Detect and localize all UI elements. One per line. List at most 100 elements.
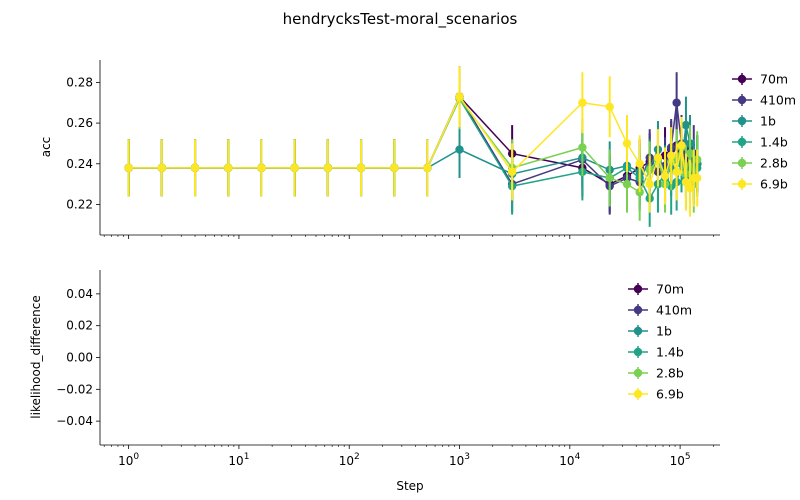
acc-y-tick-label: 0.24 (66, 157, 93, 171)
legend-label: 6.9b (760, 177, 788, 192)
legend-label: 410m (760, 93, 796, 108)
data-point (672, 167, 681, 177)
legend-label: 1b (656, 324, 672, 339)
data-point (124, 163, 133, 173)
likelihood-y-tick-label: 0.04 (66, 287, 93, 301)
likelihood-legend-item: 2.8b (628, 366, 684, 381)
series-2.8b (124, 68, 702, 221)
legend-marker (737, 116, 747, 126)
series-70m (124, 66, 702, 213)
data-point (677, 141, 686, 150)
x-tick-label: 102 (339, 452, 360, 468)
acc-x-ticks (103, 235, 714, 239)
data-point (622, 139, 632, 148)
data-point (685, 149, 695, 158)
x-tick-label: 104 (559, 452, 580, 468)
data-point (645, 179, 654, 189)
acc-y-tick-label: 0.22 (66, 197, 93, 211)
legend-label: 1.4b (760, 135, 788, 150)
data-point (605, 173, 614, 183)
data-point (660, 171, 670, 181)
series-line (128, 95, 698, 190)
likelihood-panel: −0.04−0.020.000.020.04 100 101 102 103 104 10… (29, 270, 720, 493)
legend-marker (737, 137, 747, 147)
legend-label: 70m (760, 72, 788, 87)
likelihood-x-ticks: 100 101 102 103 104 105 (103, 445, 714, 468)
acc-legend-item: 1b (732, 114, 776, 129)
data-point (507, 167, 517, 177)
legend-marker (633, 326, 643, 336)
legend-label: 1.4b (656, 345, 684, 360)
x-axis-label: Step (396, 479, 423, 493)
data-point (685, 183, 695, 193)
acc-legend-item: 6.9b (732, 177, 788, 192)
data-point (578, 143, 587, 152)
x-tick-label: 103 (449, 452, 470, 468)
data-point (681, 177, 691, 187)
acc-series-group (124, 66, 702, 227)
data-point (390, 163, 399, 173)
acc-legend-item: 2.8b (732, 156, 788, 171)
legend-marker (633, 368, 643, 378)
acc-y-tick-label: 0.28 (66, 75, 93, 89)
data-point (622, 179, 632, 189)
acc-y-tick-label: 0.26 (66, 116, 93, 130)
data-point (356, 163, 366, 173)
data-point (578, 98, 587, 107)
x-tick-label: 101 (228, 452, 249, 468)
x-tick-label: 105 (670, 452, 691, 468)
likelihood-legend-item: 1b (628, 324, 672, 339)
x-tick-label: 100 (118, 452, 139, 468)
acc-legend-item: 410m (732, 93, 796, 108)
figure-title: hendrycksTest-moral_scenarios (283, 10, 518, 29)
legend-marker (633, 347, 643, 357)
series-1b (124, 96, 702, 207)
data-point (666, 151, 676, 160)
likelihood-legend-item: 410m (628, 303, 692, 318)
acc-y-ticks: 0.22 0.24 0.26 0.28 (66, 75, 100, 211)
acc-legend-item: 1.4b (732, 135, 788, 150)
data-point (693, 173, 702, 183)
legend-label: 1b (760, 114, 776, 129)
series-410m (124, 66, 702, 215)
legend-label: 2.8b (656, 366, 684, 381)
acc-legend-item: 70m (732, 72, 788, 87)
legend-label: 2.8b (760, 156, 788, 171)
likelihood-y-tick-label: −0.04 (56, 414, 93, 428)
data-point (605, 102, 614, 112)
acc-legend: 70m 410m 1b 1.4b 2.8b 6.9b (732, 72, 796, 192)
data-point (224, 163, 233, 173)
legend-marker (737, 158, 747, 168)
likelihood-y-tick-label: −0.02 (56, 382, 93, 396)
acc-y-axis-label: acc (39, 137, 53, 158)
data-point (455, 145, 464, 154)
data-point (257, 163, 266, 173)
data-point (672, 98, 681, 107)
legend-marker (633, 305, 643, 315)
legend-marker (633, 389, 643, 399)
data-point (157, 163, 167, 173)
likelihood-y-tick-label: 0.00 (66, 351, 93, 365)
data-point (290, 163, 299, 173)
data-point (653, 153, 663, 162)
data-point (323, 163, 333, 173)
data-point (190, 163, 200, 173)
legend-marker (737, 179, 747, 189)
data-point (455, 92, 464, 101)
likelihood-legend-item: 1.4b (628, 345, 684, 360)
legend-marker (737, 95, 747, 105)
likelihood-y-ticks: −0.04 −0.02 0.00 0.02 0.04 (56, 287, 100, 428)
data-point (423, 163, 432, 173)
acc-panel: 0.22 0.24 0.26 0.28 acc 70m 410m 1b 1.4b 2.8b 6.… (39, 60, 796, 239)
legend-label: 6.9b (656, 387, 684, 402)
legend-marker (633, 284, 643, 294)
data-point (635, 159, 644, 168)
likelihood-y-axis-label: likelihood_difference (29, 295, 43, 418)
series-6.9b (124, 66, 702, 217)
data-point (681, 120, 691, 130)
likelihood-y-tick-label: 0.02 (66, 319, 93, 333)
likelihood-legend: 70m 410m 1b 1.4b 2.8b 6.9b (628, 282, 692, 402)
legend-label: 70m (656, 282, 684, 297)
likelihood-legend-item: 6.9b (628, 387, 684, 402)
